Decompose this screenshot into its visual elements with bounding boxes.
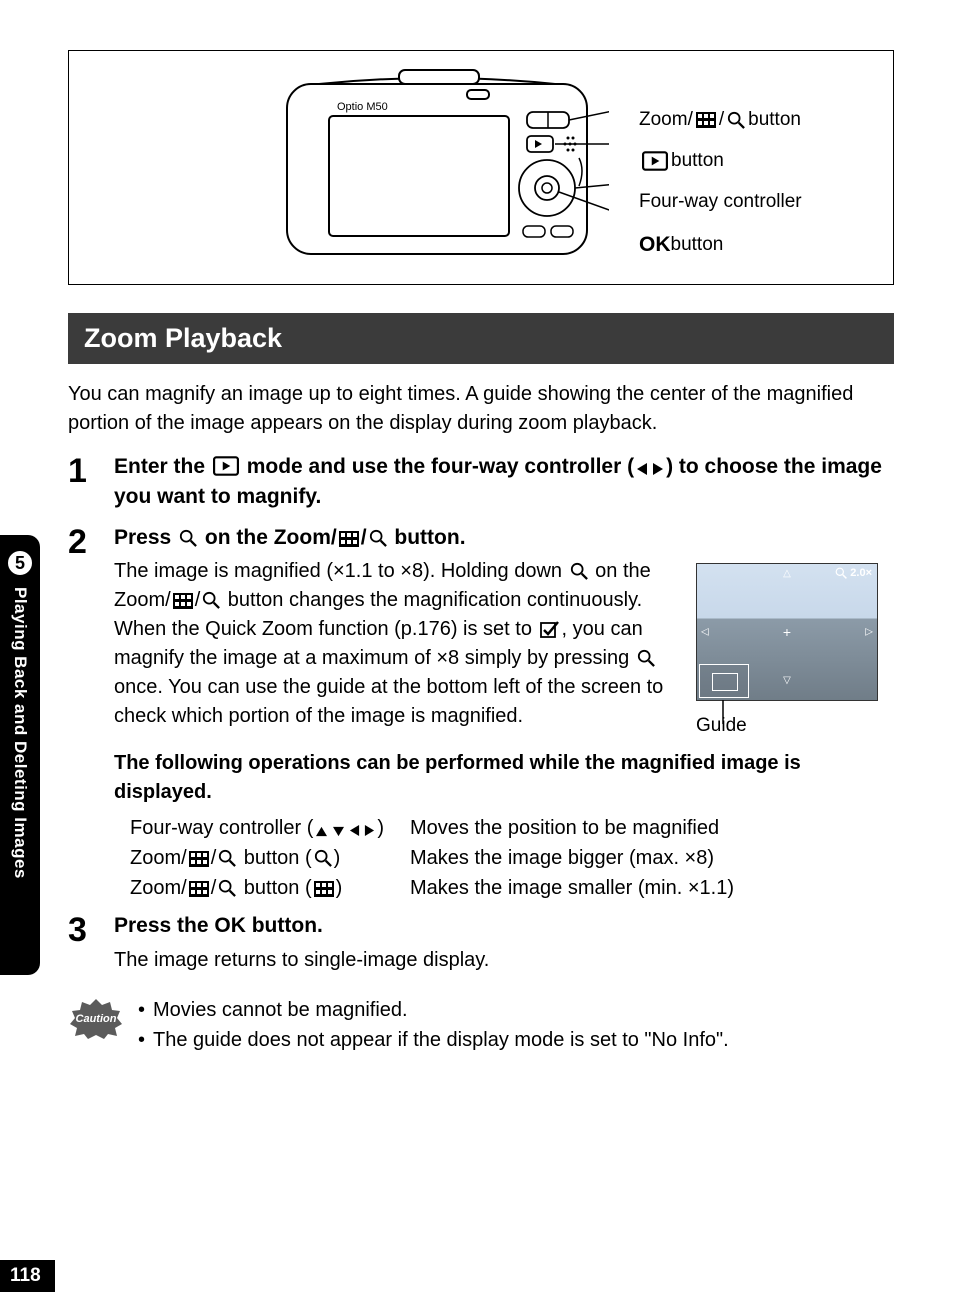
op-zoomin-label: Zoom// button () bbox=[130, 843, 410, 873]
nav-up-icon: △ bbox=[783, 568, 791, 579]
magnify-icon bbox=[835, 567, 847, 579]
step-1-title: Enter the mode and use the four-way cont… bbox=[114, 452, 886, 513]
step-3-body: The image returns to single-image displa… bbox=[114, 946, 886, 975]
label-zoom-button: Zoom/ / button bbox=[639, 101, 802, 139]
step-number-3: 3 bbox=[68, 911, 114, 982]
magnify-icon bbox=[727, 111, 745, 129]
ok-label: OK bbox=[214, 914, 246, 937]
svg-text:Optio M50: Optio M50 bbox=[337, 101, 388, 113]
intro-paragraph: You can magnify an image up to eight tim… bbox=[68, 380, 886, 438]
magnify-icon bbox=[570, 562, 588, 580]
caution-list: Movies cannot be magnified. The guide do… bbox=[138, 995, 729, 1055]
operations-heading: The following operations can be performe… bbox=[114, 749, 886, 807]
operations-table: Four-way controller () Moves the positio… bbox=[130, 813, 886, 903]
op-fourway-desc: Moves the position to be magnified bbox=[410, 813, 886, 843]
label-fourway: Four-way controller bbox=[639, 183, 802, 221]
triangle-right-icon bbox=[652, 462, 664, 476]
triangle-left-icon bbox=[636, 462, 648, 476]
section-title: Zoom Playback bbox=[68, 313, 894, 364]
label-play-button: button bbox=[639, 142, 802, 180]
triangle-right-icon bbox=[364, 824, 375, 837]
svg-text:Caution: Caution bbox=[76, 1013, 117, 1025]
nav-down-icon: ▽ bbox=[783, 675, 791, 686]
step-3-title: Press the OK button. bbox=[114, 911, 886, 941]
nav-right-icon: ▷ bbox=[865, 627, 873, 638]
op-zoomin-desc: Makes the image bigger (max. ×8) bbox=[410, 843, 886, 873]
magnify-icon bbox=[218, 849, 236, 867]
grid-icon bbox=[173, 593, 193, 609]
magnify-icon bbox=[637, 649, 655, 667]
check-icon bbox=[540, 620, 560, 638]
label-ok-suffix: button bbox=[671, 226, 724, 264]
play-icon bbox=[213, 456, 239, 476]
triangle-up-icon bbox=[315, 826, 328, 837]
step-2-title: Press on the Zoom// button. bbox=[114, 523, 886, 553]
zoom-preview-image: 2.0× △ ▽ ◁ ▷ + bbox=[696, 563, 878, 701]
magnify-icon bbox=[314, 849, 332, 867]
label-ok-button: OK button bbox=[639, 224, 802, 266]
center-cross-icon: + bbox=[783, 624, 791, 640]
magnify-icon bbox=[202, 591, 220, 609]
magnification-label: 2.0× bbox=[835, 567, 872, 579]
caution-item: Movies cannot be magnified. bbox=[138, 995, 729, 1025]
caution-item: The guide does not appear if the display… bbox=[138, 1025, 729, 1055]
step-number-1: 1 bbox=[68, 452, 114, 517]
grid-icon bbox=[189, 851, 209, 867]
op-zoomout-label: Zoom// button () bbox=[130, 873, 410, 903]
camera-outline-illustration: Optio M50 bbox=[279, 66, 609, 271]
label-zoom-suffix: button bbox=[748, 101, 801, 139]
ok-label: OK bbox=[639, 224, 671, 266]
grid-icon bbox=[696, 112, 716, 128]
op-fourway-label: Four-way controller () bbox=[130, 813, 410, 843]
triangle-down-icon bbox=[332, 826, 345, 837]
op-zoomout-desc: Makes the image smaller (min. ×1.1) bbox=[410, 873, 886, 903]
camera-diagram-box: Optio M50 bbox=[68, 50, 894, 285]
caution-badge: Caution bbox=[68, 995, 124, 1055]
play-icon bbox=[642, 151, 668, 171]
triangle-left-icon bbox=[349, 824, 360, 837]
guide-leader-line bbox=[717, 700, 729, 728]
grid-icon bbox=[314, 881, 334, 897]
magnify-icon bbox=[179, 529, 197, 547]
label-play-suffix: button bbox=[671, 142, 724, 180]
nav-left-icon: ◁ bbox=[701, 627, 709, 638]
guide-indicator-box bbox=[699, 664, 749, 698]
grid-icon bbox=[189, 881, 209, 897]
grid-icon bbox=[339, 531, 359, 547]
step-2-body: The image is magnified (×1.1 to ×8). Hol… bbox=[114, 557, 676, 731]
magnify-icon bbox=[218, 879, 236, 897]
step-number-2: 2 bbox=[68, 523, 114, 903]
magnify-icon bbox=[369, 529, 387, 547]
label-zoom-prefix: Zoom/ bbox=[639, 101, 693, 139]
